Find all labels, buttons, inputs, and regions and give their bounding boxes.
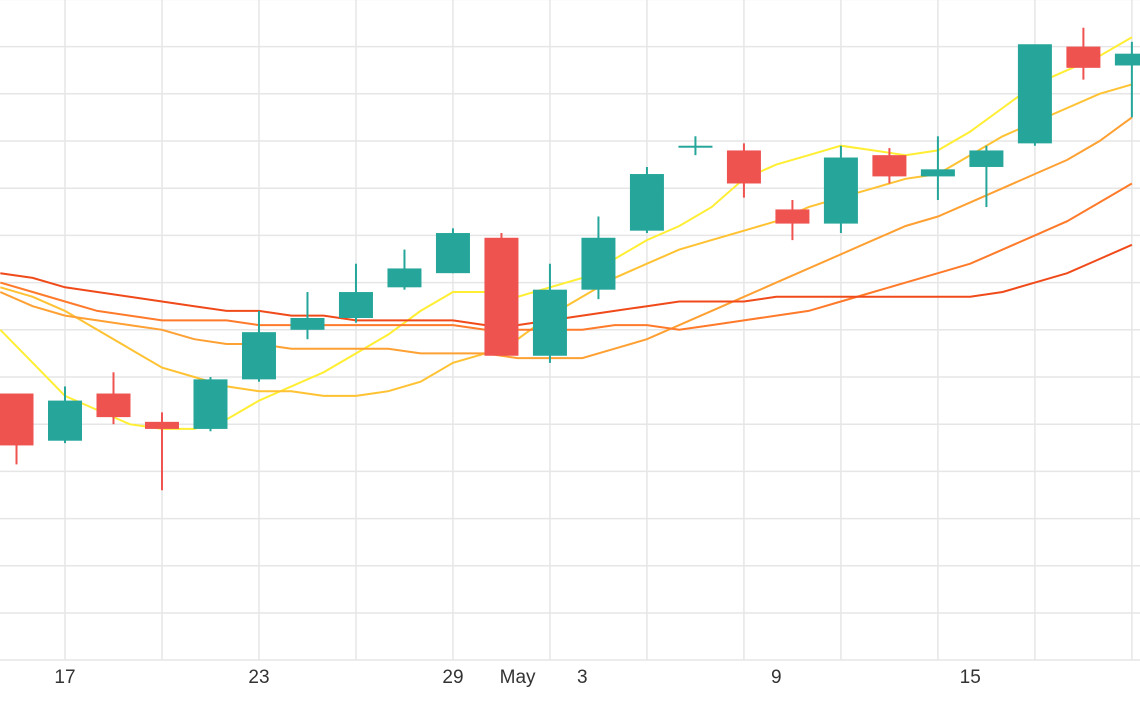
moving-average-line [0,116,1133,360]
x-axis: 17 23 29 May 3 9 15 [54,667,980,688]
candle-body [193,379,228,429]
candle-body [1017,44,1052,144]
candle-body [969,150,1004,167]
x-tick-label: May [500,667,536,688]
candle-body [96,393,131,418]
candle-body [338,292,373,318]
candle-body [920,169,955,177]
candle-up [1017,44,1052,146]
x-tick-label: 9 [771,667,782,688]
candle-up [920,136,955,200]
x-tick-label: 29 [442,667,463,688]
candle-up [678,136,713,156]
candle-up [435,228,470,274]
candle-up [387,249,422,290]
candles [0,27,1140,491]
candle-body [484,237,519,356]
candle-down [1066,27,1101,80]
candle-up [581,216,616,300]
x-tick-label: 23 [248,667,269,688]
candle-up [823,145,858,234]
candle-body [290,318,325,330]
x-tick-label: 3 [577,667,588,688]
candle-down [726,143,761,198]
candle-body [387,268,422,288]
candle-body [726,150,761,184]
candle-up [532,263,567,363]
candle-down [872,148,907,184]
candle-up [241,310,276,382]
candle-body [678,145,713,148]
candle-body [629,174,664,231]
candle-body [1114,53,1140,66]
moving-average-line [0,36,1133,430]
candle-up [969,145,1004,208]
candle-body [581,237,616,290]
candle-down [484,233,519,356]
candle-up [193,377,228,432]
candle-body [0,393,34,446]
candle-body [48,400,82,441]
candle-up [1114,41,1140,118]
candle-up [338,263,373,323]
candle-body [241,332,276,380]
candle-down [96,372,131,425]
candle-down [775,200,810,241]
candle-down [0,393,34,465]
candle-body [435,233,470,274]
candle-up [629,166,664,234]
candle-body [144,421,179,429]
moving-average-lines [0,36,1133,430]
x-tick-label: 17 [54,667,75,688]
candle-body [532,289,567,356]
candle-up [290,292,325,340]
grid [0,0,1140,661]
candle-down [144,412,179,491]
x-tick-label: 15 [960,667,981,688]
candle-body [775,209,810,224]
candle-body [872,155,907,177]
candle-body [1066,46,1101,68]
candle-up [48,386,82,444]
candle-body [823,157,858,224]
